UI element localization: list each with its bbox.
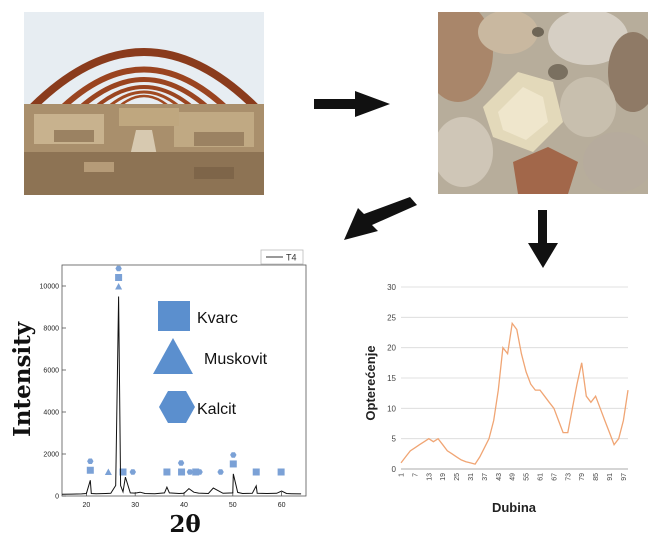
xrd-y-tick-label: 6000 bbox=[43, 368, 59, 375]
load-series-line bbox=[400, 321, 629, 465]
xrd-x-tick-label: 40 bbox=[180, 502, 188, 509]
xrd-y-tick-label: 8000 bbox=[43, 326, 59, 333]
xrd-y-tick-label: 10000 bbox=[40, 284, 60, 291]
load-x-tick-label: 85 bbox=[593, 473, 600, 481]
xrd-legend-box: T4 bbox=[260, 249, 304, 265]
kvarc-peak-marker bbox=[229, 460, 237, 468]
load-y-tick-label: 10 bbox=[387, 404, 396, 413]
mineral-label-kalcit: Kalcit bbox=[197, 401, 237, 418]
load-y-tick-label: 0 bbox=[392, 465, 397, 474]
load-x-tick-label: 37 bbox=[482, 473, 489, 481]
xrd-y-tick-label: 0 bbox=[55, 494, 59, 501]
kvarc-square-icon bbox=[158, 301, 190, 331]
load-gridlines bbox=[401, 286, 628, 470]
xrd-peak-markers bbox=[86, 265, 285, 476]
xrd-y-tick-label: 2000 bbox=[43, 452, 59, 459]
load-x-tick-label: 13 bbox=[426, 473, 433, 481]
kvarc-peak-marker bbox=[119, 468, 127, 476]
kvarc-peak-marker bbox=[163, 468, 171, 476]
kalcit-peak-marker bbox=[186, 469, 194, 475]
load-x-axis-label: Dubina bbox=[492, 500, 537, 515]
load-x-tick-label: 91 bbox=[607, 473, 614, 481]
kvarc-peak-marker bbox=[86, 466, 94, 474]
xrd-x-tick-label: 60 bbox=[278, 502, 286, 509]
kvarc-peak-marker bbox=[178, 468, 186, 476]
xrd-x-tick-label: 30 bbox=[131, 502, 139, 509]
load-x-tick-label: 61 bbox=[538, 473, 545, 481]
load-y-tick-label: 5 bbox=[392, 435, 397, 444]
xrd-x-tick-label: 50 bbox=[229, 502, 237, 509]
kalcit-peak-marker bbox=[87, 458, 94, 464]
muskovit-triangle-icon bbox=[153, 338, 193, 374]
kvarc-peak-marker bbox=[115, 274, 123, 281]
mineral-label-kvarc: Kvarc bbox=[197, 310, 238, 327]
xrd-series-line bbox=[61, 296, 302, 495]
archaeological-site-photo bbox=[24, 12, 264, 195]
arrow-down-left-icon bbox=[344, 197, 417, 240]
load-x-tick-label: 55 bbox=[524, 473, 531, 481]
kalcit-peak-marker bbox=[230, 452, 237, 458]
load-y-axis-label: Opterećenje bbox=[363, 345, 378, 420]
load-y-tick-label: 15 bbox=[387, 374, 396, 383]
load-x-tick-label: 79 bbox=[579, 473, 586, 481]
load-x-tick-label: 97 bbox=[621, 473, 628, 481]
muskovit-peak-marker bbox=[115, 283, 123, 290]
load-tick-labels: 0 5 10 15 20 25 30 1 7 13 19 25 31 37 43 49 55 61 67 73 79 85… bbox=[387, 283, 628, 481]
load-x-tick-label: 43 bbox=[496, 473, 503, 481]
load-y-tick-label: 20 bbox=[387, 344, 396, 353]
load-x-tick-label: 19 bbox=[440, 473, 447, 481]
arrow-down-icon bbox=[528, 210, 558, 268]
kalcit-peak-marker bbox=[217, 469, 224, 475]
muskovit-peak-marker bbox=[104, 468, 112, 475]
sample-illustration bbox=[438, 12, 648, 194]
xrd-x-axis-label: 2θ bbox=[169, 511, 200, 534]
load-x-tick-label: 25 bbox=[454, 473, 461, 481]
kalcit-peak-marker bbox=[196, 469, 203, 475]
kalcit-peak-marker bbox=[129, 469, 136, 475]
load-x-tick-label: 31 bbox=[468, 473, 475, 481]
xrd-x-tick-label: 20 bbox=[83, 502, 91, 509]
mineral-label-muskovit: Muskovit bbox=[204, 351, 268, 368]
load-x-tick-label: 1 bbox=[399, 473, 406, 477]
kvarc-peak-marker bbox=[192, 468, 200, 476]
load-x-tick-label: 67 bbox=[551, 473, 558, 481]
load-x-tick-label: 49 bbox=[510, 473, 517, 481]
xrd-y-tick-label: 4000 bbox=[43, 410, 59, 417]
arrow-right-icon bbox=[314, 91, 390, 117]
xrd-y-axis-label: Intensity bbox=[9, 321, 36, 437]
soil-sample-photo bbox=[438, 12, 648, 194]
kalcit-peak-marker bbox=[177, 460, 185, 466]
kvarc-peak-marker bbox=[277, 468, 285, 476]
load-y-tick-label: 25 bbox=[387, 313, 396, 322]
load-x-tick-label: 7 bbox=[412, 473, 419, 477]
kvarc-peak-marker bbox=[252, 468, 260, 476]
load-x-tick-label: 73 bbox=[565, 473, 572, 481]
kalcit-hexagon-icon bbox=[159, 391, 195, 423]
xrd-legend-label: T4 bbox=[286, 253, 297, 263]
site-illustration bbox=[24, 12, 264, 195]
load-y-tick-label: 30 bbox=[387, 283, 396, 292]
kalcit-peak-marker bbox=[115, 265, 122, 272]
